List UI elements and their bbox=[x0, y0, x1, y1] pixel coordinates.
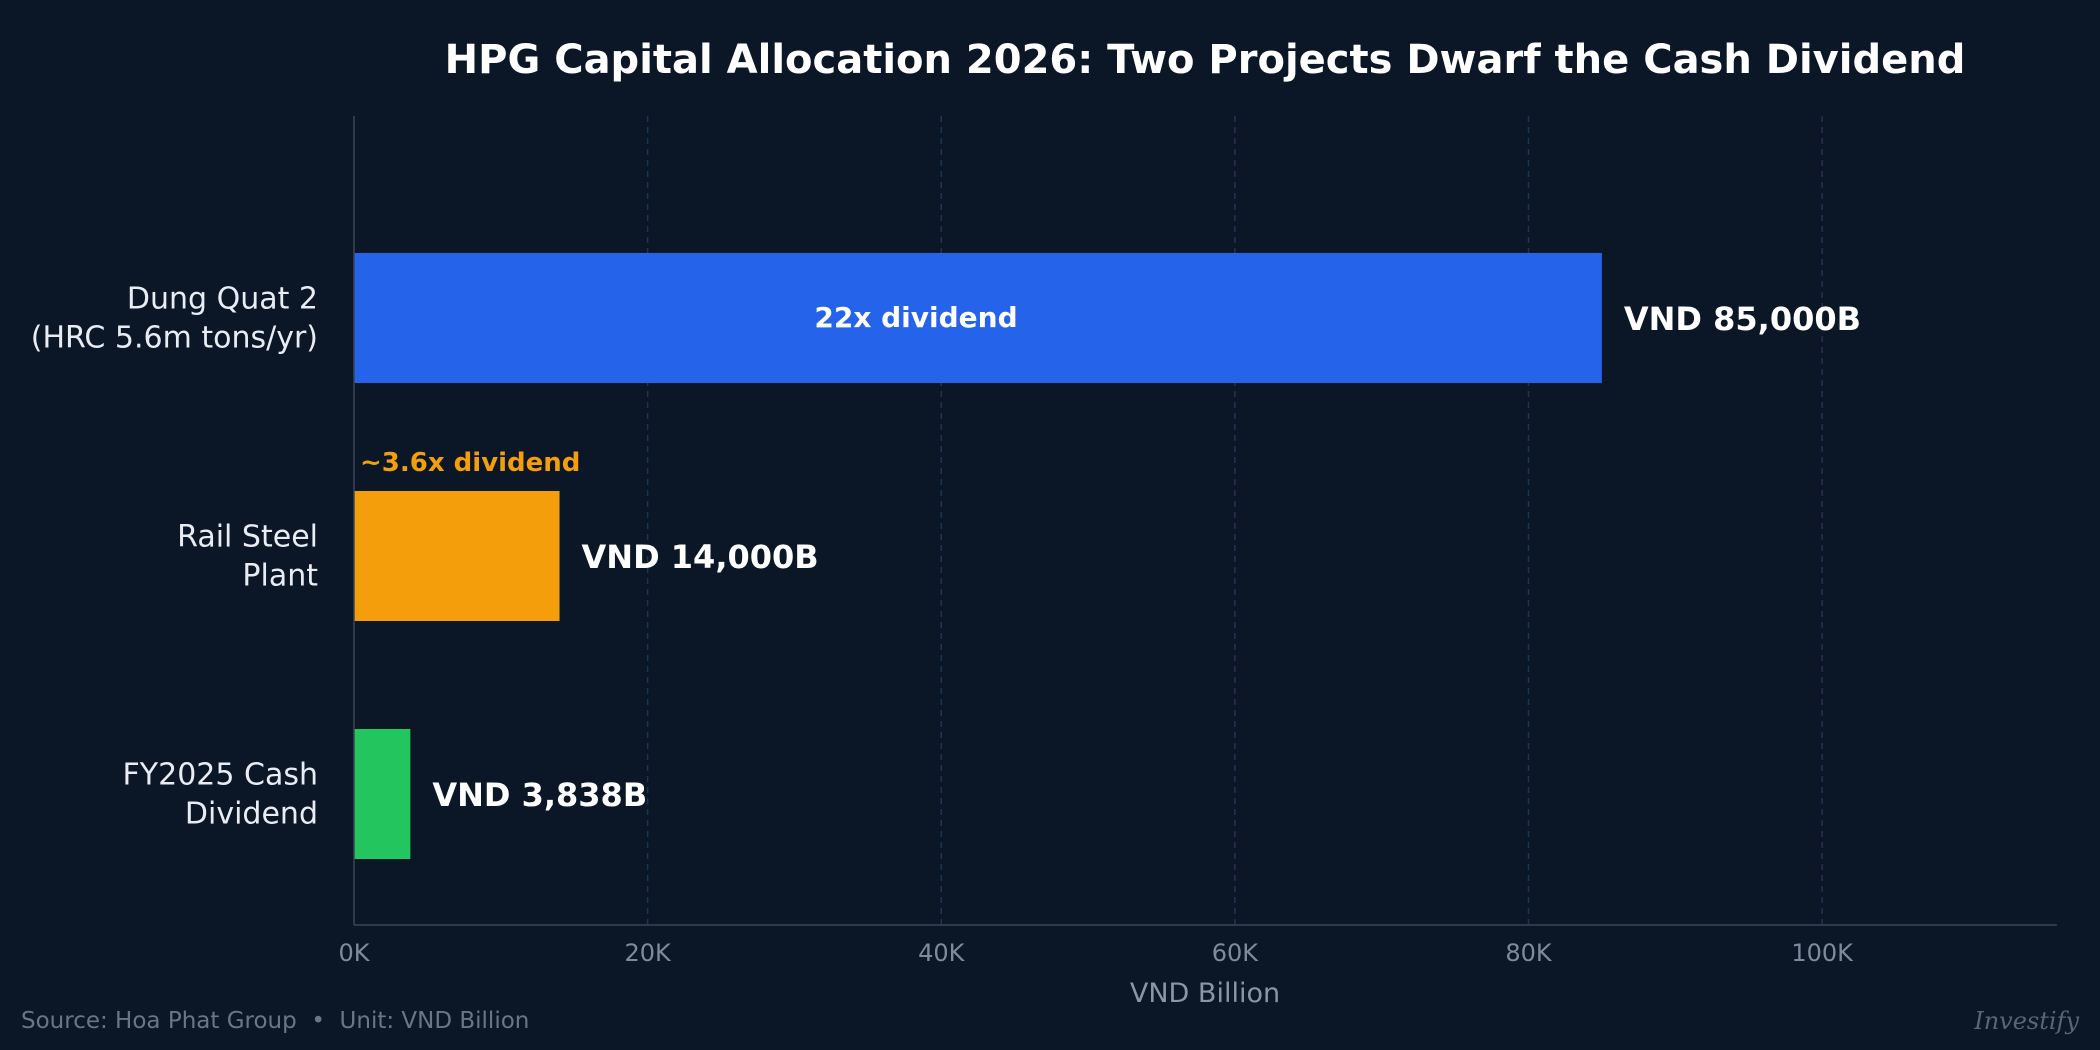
source-note: Source: Hoa Phat Group • Unit: VND Billi… bbox=[21, 1008, 529, 1034]
category-label-line: Rail Steel bbox=[177, 520, 318, 555]
x-tick-label: 20K bbox=[624, 939, 672, 967]
category-label-line: FY2025 Cash bbox=[123, 758, 318, 793]
brand-watermark: Investify bbox=[1973, 1007, 2079, 1035]
x-tick-label: 100K bbox=[1791, 939, 1854, 967]
chart-title: HPG Capital Allocation 2026: Two Project… bbox=[445, 37, 1966, 83]
category-label: Rail Steel Plant bbox=[177, 520, 318, 594]
bar-value-label: VND 85,000B bbox=[1624, 300, 1861, 338]
bar-annotation: ~3.6x dividend bbox=[360, 448, 580, 478]
category-label-line: Dung Quat 2 bbox=[127, 282, 318, 317]
x-tick-label: 40K bbox=[918, 939, 966, 967]
gridlines bbox=[646, 116, 1823, 925]
category-label-line: Dividend bbox=[185, 797, 318, 832]
category-label-line: Plant bbox=[242, 559, 318, 594]
bar bbox=[354, 729, 411, 859]
bar bbox=[354, 253, 1602, 383]
category-label: Dung Quat 2 (HRC 5.6m tons/yr) bbox=[31, 282, 318, 356]
category-label: FY2025 Cash Dividend bbox=[123, 758, 318, 832]
bars: VND 85,000B VND 14,000B VND 3,838B 22x divi… bbox=[354, 253, 1861, 859]
x-tick-label: 80K bbox=[1505, 939, 1553, 967]
x-axis-label: VND Billion bbox=[1130, 978, 1280, 1009]
x-tick-label: 0K bbox=[338, 939, 370, 967]
category-label-line: (HRC 5.6m tons/yr) bbox=[31, 321, 318, 356]
bar-annotation: 22x dividend bbox=[814, 301, 1017, 334]
bar-value-label: VND 14,000B bbox=[582, 538, 819, 576]
bar bbox=[354, 491, 560, 621]
bar-value-label: VND 3,838B bbox=[432, 776, 647, 814]
axes: 0K 20K 40K 60K 80K 100K Dung Quat 2 (HRC 5.6m t… bbox=[31, 116, 2057, 967]
x-tick-label: 60K bbox=[1212, 939, 1260, 967]
